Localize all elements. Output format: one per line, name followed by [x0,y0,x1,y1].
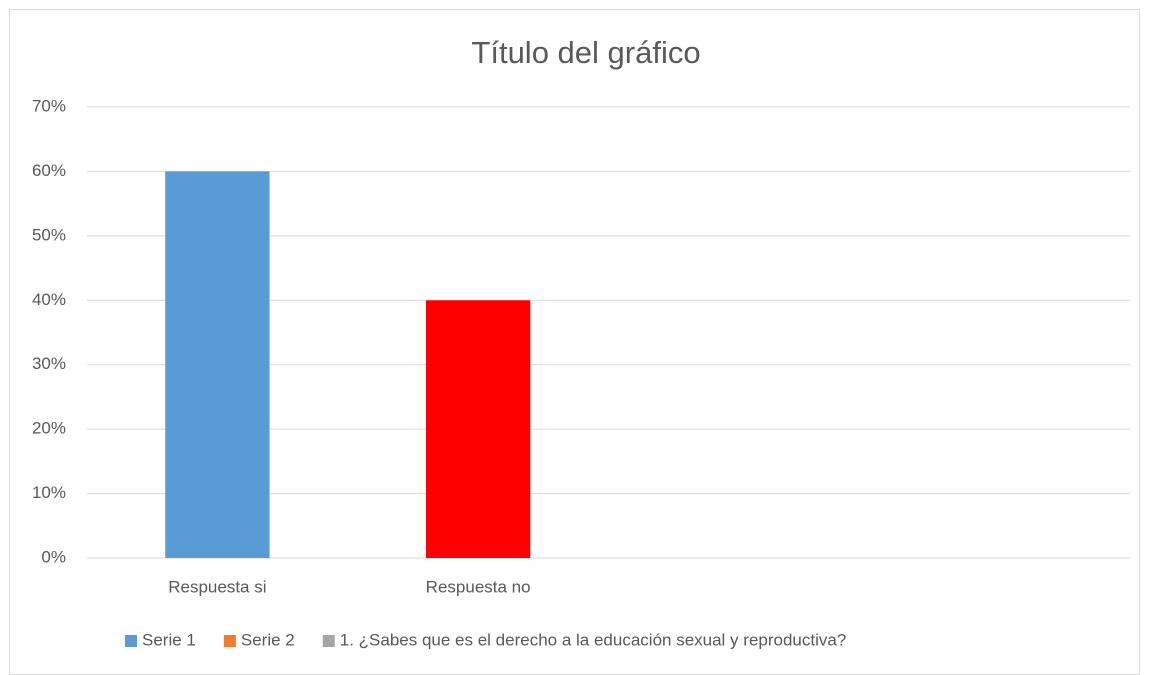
y-tick-label: 0% [41,547,66,566]
bar [425,300,531,558]
legend-label: 1. ¿Sabes que es el derecho a la educaci… [340,630,847,649]
legend-swatch [125,635,137,647]
y-tick-label: 10% [32,483,66,502]
legend-swatch [322,635,335,647]
x-tick-label: Respuesta si [168,577,266,596]
legend-label: Serie 1 [142,630,196,649]
bar [165,171,270,558]
legend-swatch [223,635,236,647]
y-tick-label: 30% [32,354,66,373]
y-tick-label: 60% [32,161,66,180]
y-tick-label: 70% [32,96,66,115]
y-tick-label: 20% [32,419,66,438]
y-tick-label: 40% [32,290,66,309]
chart-title: Título del gráfico [471,35,700,70]
legend-label: Serie 2 [241,630,295,649]
y-tick-label: 50% [32,225,66,244]
x-tick-label: Respuesta no [426,577,531,596]
